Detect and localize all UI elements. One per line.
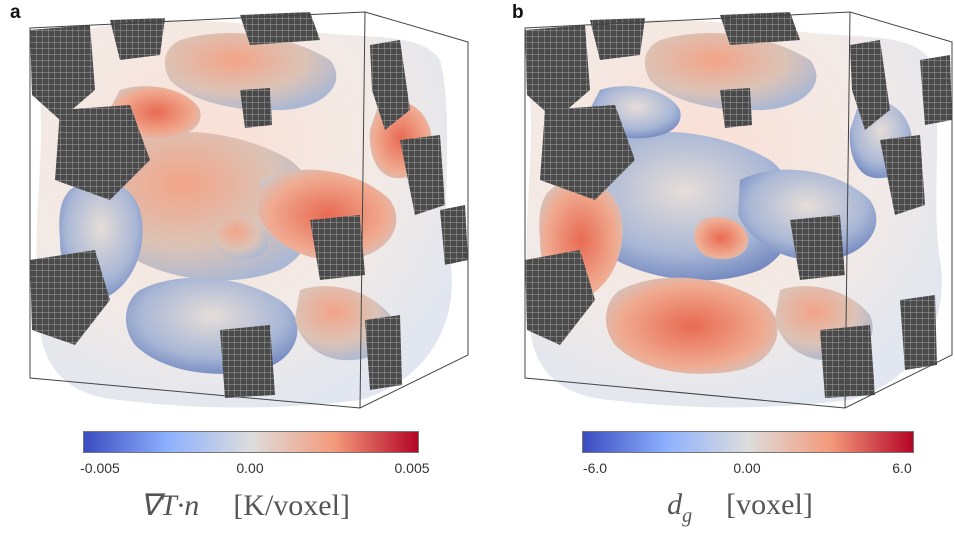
surface-blobs bbox=[526, 20, 942, 408]
colorbar bbox=[582, 431, 914, 453]
solid-phase-mesh bbox=[30, 12, 468, 398]
colorbar-max-label: 0.005 bbox=[394, 460, 430, 476]
quantity-label: ∇T·n [K/voxel] bbox=[140, 488, 350, 523]
colorbar-max-label: 6.0 bbox=[892, 460, 912, 476]
panel-b: b bbox=[490, 0, 955, 537]
colorbar bbox=[83, 431, 419, 453]
panel-label: b bbox=[512, 2, 524, 23]
colorbar-min-label: -6.0 bbox=[582, 460, 608, 476]
quantity-symbol: ∇T·n bbox=[140, 489, 200, 522]
solid-phase-mesh bbox=[525, 12, 952, 398]
panel-a: a bbox=[0, 0, 470, 537]
pore-surface-render bbox=[29, 11, 469, 409]
panel-label: a bbox=[10, 2, 21, 23]
colorbar-mid-label: 0.00 bbox=[733, 460, 761, 476]
quantity-unit: [K/voxel] bbox=[233, 489, 350, 522]
bounding-box bbox=[29, 11, 469, 409]
colorbar-min-label: -0.005 bbox=[80, 460, 120, 476]
quantity-symbol: d bbox=[667, 488, 683, 521]
colorbar-mid-label: 0.00 bbox=[236, 460, 264, 476]
quantity-subscript: g bbox=[682, 505, 693, 527]
bounding-box bbox=[524, 11, 953, 409]
quantity-label: dg [voxel] bbox=[667, 488, 813, 528]
quantity-unit: [voxel] bbox=[726, 488, 813, 521]
pore-surface-render bbox=[524, 11, 953, 409]
